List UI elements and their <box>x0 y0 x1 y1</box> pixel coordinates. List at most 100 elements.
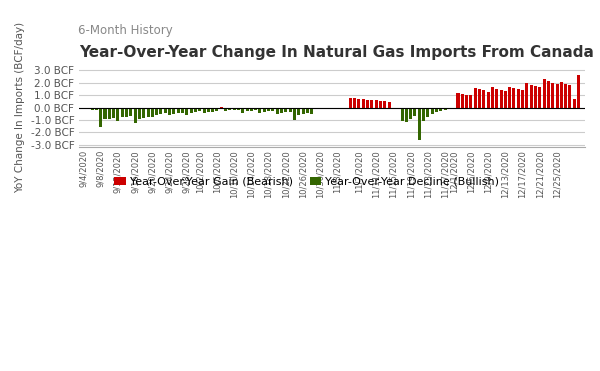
Bar <box>275 108 279 114</box>
Bar <box>487 92 490 108</box>
Bar <box>577 75 580 108</box>
Bar <box>146 108 149 117</box>
Text: 6-Month History: 6-Month History <box>78 24 173 37</box>
Bar <box>224 108 227 111</box>
Bar <box>181 108 184 112</box>
Bar <box>508 87 511 108</box>
Bar <box>241 108 244 112</box>
Bar <box>160 108 163 114</box>
Bar <box>551 83 554 108</box>
Bar <box>130 108 133 116</box>
Bar <box>409 108 412 119</box>
Bar <box>211 108 214 112</box>
Bar <box>564 84 567 108</box>
Bar <box>314 108 317 109</box>
Bar <box>259 108 262 113</box>
Bar <box>237 108 240 109</box>
Bar <box>573 99 576 108</box>
Bar <box>121 108 124 117</box>
Bar <box>108 108 111 118</box>
Bar <box>116 108 119 121</box>
Bar <box>134 108 137 123</box>
Bar <box>284 108 287 112</box>
Bar <box>207 108 210 112</box>
Bar <box>254 108 257 110</box>
Bar <box>280 108 283 113</box>
Bar <box>297 108 300 115</box>
Bar <box>568 85 571 108</box>
Bar <box>452 108 455 109</box>
Bar <box>293 108 296 120</box>
Bar <box>370 101 373 108</box>
Bar <box>542 79 545 108</box>
Bar <box>526 83 529 108</box>
Y-axis label: YoY Change In Imports (BCF/day): YoY Change In Imports (BCF/day) <box>15 22 25 193</box>
Bar <box>215 108 218 111</box>
Bar <box>185 108 188 115</box>
Text: Year-Over-Year Change In Natural Gas Imports From Canada: Year-Over-Year Change In Natural Gas Imp… <box>79 45 594 60</box>
Bar <box>125 108 128 116</box>
Bar <box>86 108 89 109</box>
Bar <box>103 108 107 119</box>
Bar <box>168 108 171 115</box>
Bar <box>422 108 425 121</box>
Bar <box>229 108 232 110</box>
Bar <box>176 108 179 113</box>
Bar <box>263 108 266 112</box>
Bar <box>482 91 485 108</box>
Bar <box>383 101 386 108</box>
Legend: Year-Over-Year Gain (Bearish), Year-Over-Year Decline (Bullish): Year-Over-Year Gain (Bearish), Year-Over… <box>110 172 503 191</box>
Bar <box>203 108 206 113</box>
Bar <box>306 108 309 113</box>
Bar <box>474 88 477 108</box>
Bar <box>155 108 158 115</box>
Bar <box>194 108 197 112</box>
Bar <box>560 82 563 108</box>
Bar <box>310 108 313 114</box>
Bar <box>164 108 167 113</box>
Bar <box>190 108 193 113</box>
Bar <box>504 91 507 108</box>
Bar <box>388 102 391 108</box>
Bar <box>512 88 515 108</box>
Bar <box>401 108 404 121</box>
Bar <box>233 108 236 110</box>
Bar <box>469 95 472 108</box>
Bar <box>465 95 468 108</box>
Bar <box>112 108 115 118</box>
Bar <box>435 108 438 112</box>
Bar <box>427 108 430 117</box>
Bar <box>91 108 94 110</box>
Bar <box>138 108 141 118</box>
Bar <box>250 108 253 111</box>
Bar <box>461 94 464 108</box>
Bar <box>198 108 201 111</box>
Bar <box>302 108 305 114</box>
Bar <box>491 88 494 108</box>
Bar <box>379 101 382 108</box>
Bar <box>556 84 559 108</box>
Bar <box>413 108 416 116</box>
Bar <box>358 99 361 108</box>
Bar <box>448 108 451 109</box>
Bar <box>418 108 421 140</box>
Bar <box>478 89 481 108</box>
Bar <box>289 108 292 112</box>
Bar <box>534 86 537 108</box>
Bar <box>500 90 503 108</box>
Bar <box>495 89 498 108</box>
Bar <box>530 85 533 108</box>
Bar <box>349 98 352 108</box>
Bar <box>82 108 85 109</box>
Bar <box>142 108 145 118</box>
Bar <box>457 93 460 108</box>
Bar <box>405 108 408 122</box>
Bar <box>547 81 550 108</box>
Bar <box>396 108 399 109</box>
Bar <box>431 108 434 114</box>
Bar <box>366 100 369 108</box>
Bar <box>271 108 274 111</box>
Bar <box>362 99 365 108</box>
Bar <box>95 108 98 110</box>
Bar <box>267 108 270 111</box>
